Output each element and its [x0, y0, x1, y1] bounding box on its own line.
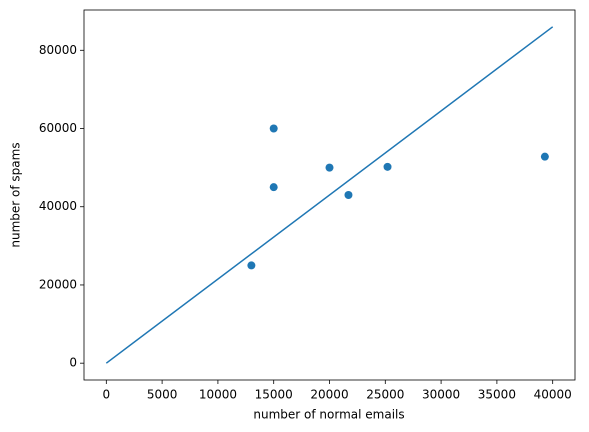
x-tick-label: 30000 — [422, 388, 460, 402]
plot-frame — [83, 9, 576, 381]
point — [269, 183, 278, 192]
point — [344, 191, 353, 199]
y-tick-label: 20000 — [39, 277, 77, 291]
x-tick-label: 5000 — [147, 388, 178, 402]
x-tick-label: 35000 — [478, 388, 516, 402]
point — [247, 261, 256, 270]
x-tick-label: 0 — [102, 388, 110, 402]
point — [269, 124, 278, 133]
x-tick-label: 20000 — [310, 388, 348, 402]
point — [325, 163, 334, 172]
y-axis-label: number of spams — [9, 142, 23, 247]
point — [383, 162, 392, 171]
y-tick-label: 40000 — [39, 199, 77, 213]
line — [105, 26, 554, 364]
x-axis-label: number of normal emails — [253, 408, 404, 422]
y-tick-label: 80000 — [39, 43, 77, 57]
x-tick-label: 25000 — [366, 388, 404, 402]
x-tick-label: 40000 — [534, 388, 572, 402]
point — [540, 152, 549, 161]
y-tick-label: 60000 — [39, 121, 77, 135]
y-tick-label: 0 — [69, 356, 77, 370]
x-tick-label: 10000 — [199, 388, 237, 402]
x-tick-label: 15000 — [255, 388, 293, 402]
